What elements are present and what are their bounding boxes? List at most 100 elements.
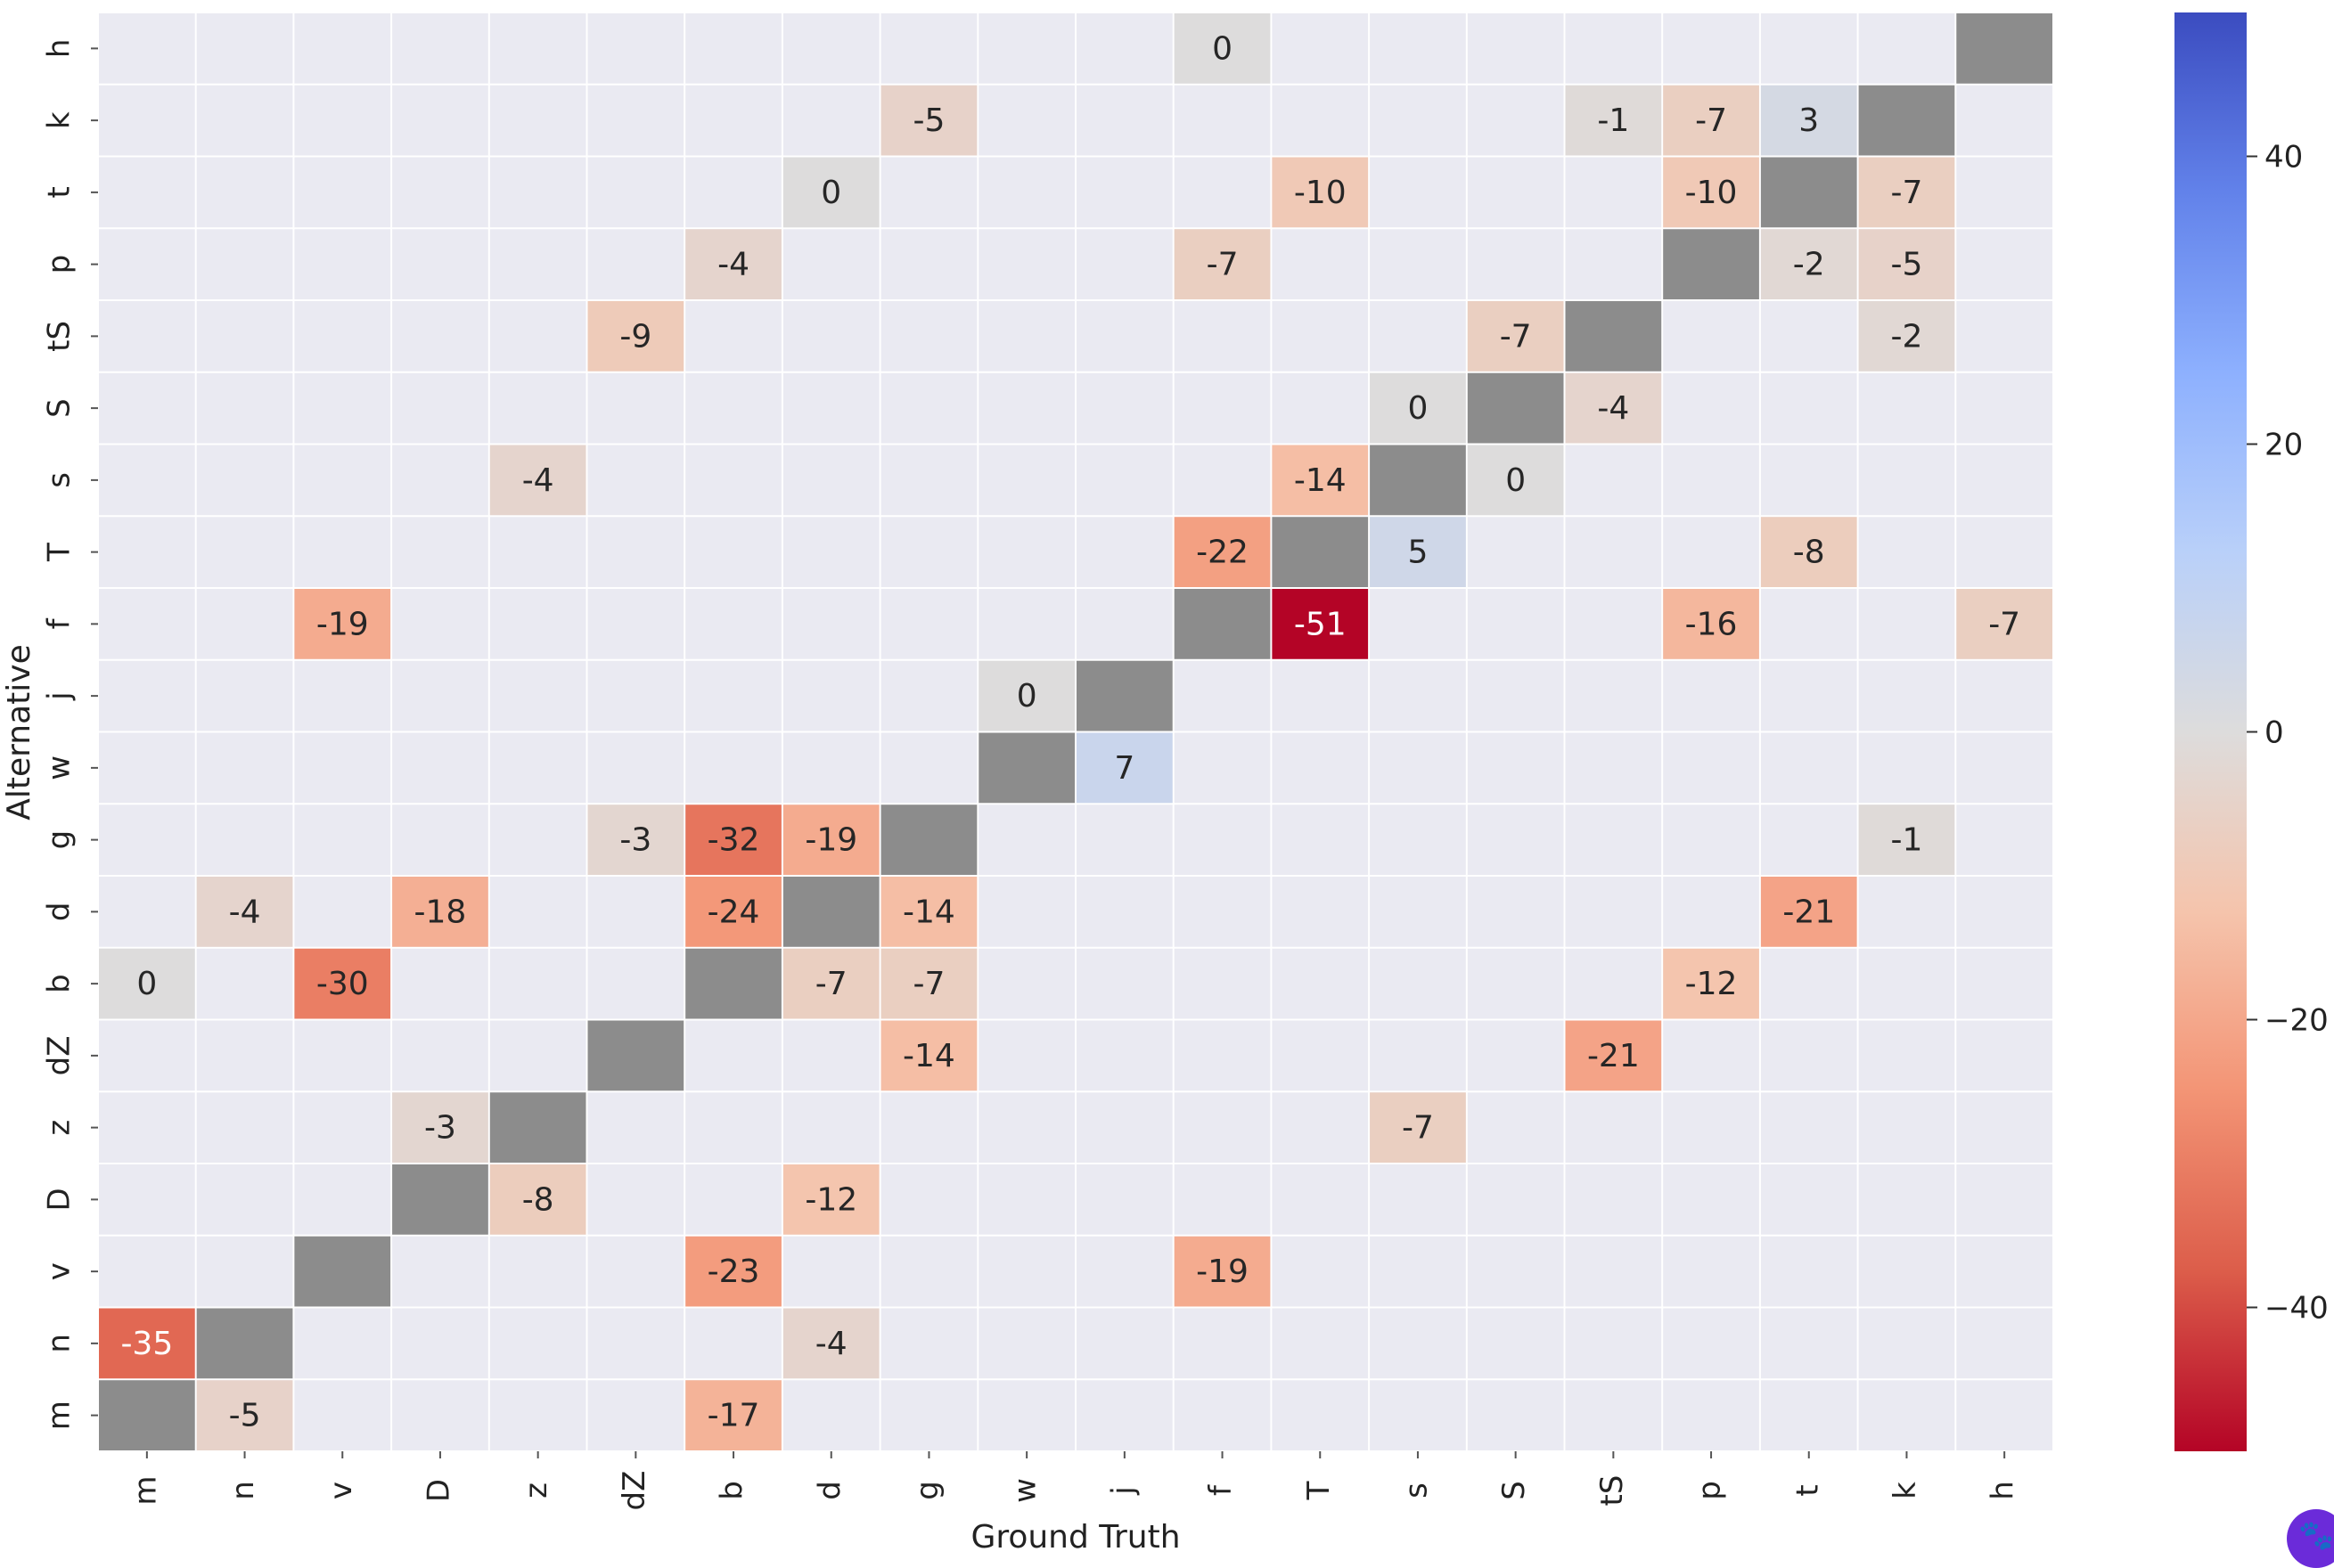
heatmap-cell <box>1663 589 1759 659</box>
x-tick-label: f <box>1203 1484 1239 1496</box>
diagonal-cell <box>1956 13 2052 84</box>
y-tick-label: h <box>42 39 78 59</box>
colorbar-tick-label: 0 <box>2264 715 2284 751</box>
cell-value-label: 0 <box>1407 390 1428 427</box>
cell-value-label: -5 <box>1890 247 1922 283</box>
y-tick-label: k <box>42 111 78 129</box>
heatmap-cell <box>782 804 880 875</box>
heatmap-cell <box>685 877 782 947</box>
y-tick-label: z <box>42 1120 78 1136</box>
cell-value-label: -19 <box>316 606 369 642</box>
cell-value-label: -2 <box>1890 318 1922 355</box>
diagonal-cell <box>294 1236 391 1307</box>
diagonal-cell <box>196 1308 293 1379</box>
y-tick-label: f <box>42 617 78 629</box>
heatmap-cell <box>782 157 880 228</box>
cell-value-label: -7 <box>815 966 848 1002</box>
heatmap-cell <box>99 948 195 1019</box>
heatmap-cell <box>196 877 293 947</box>
y-tick-label: D <box>42 1188 78 1211</box>
heatmap-cell <box>1760 517 1857 587</box>
y-tick-label: d <box>42 902 78 922</box>
diagonal-cell <box>1370 445 1466 516</box>
heatmap-cell <box>880 877 978 947</box>
heatmap-cell <box>685 229 782 299</box>
heatmap-cell <box>587 301 684 372</box>
diagonal-cell <box>1077 660 1173 731</box>
heatmap-cell <box>880 1020 978 1091</box>
paw-icon[interactable]: 🐾 <box>2287 1509 2334 1568</box>
heatmap-cell <box>1077 732 1173 804</box>
cell-value-label: -4 <box>717 247 749 283</box>
y-tick-label: j <box>42 691 78 700</box>
cell-value-label: -8 <box>522 1181 554 1218</box>
x-tick-label: g <box>910 1481 946 1500</box>
x-tick-label: j <box>1105 1486 1141 1495</box>
x-tick-label: D <box>421 1479 456 1502</box>
cell-value-label: -7 <box>1207 247 1239 283</box>
heatmap-cell <box>1760 877 1857 947</box>
y-tick-label: n <box>42 1334 78 1353</box>
cell-value-label: 0 <box>136 966 157 1002</box>
y-tick-label: p <box>42 255 78 274</box>
heatmap-cell <box>294 589 391 659</box>
heatmap-cell <box>587 804 684 875</box>
diagonal-cell <box>782 877 880 947</box>
cell-value-label: 5 <box>1407 535 1428 571</box>
x-tick-label: p <box>1692 1481 1728 1500</box>
x-tick-label: d <box>812 1481 848 1500</box>
y-tick-label: w <box>42 755 78 780</box>
heatmap-cell <box>1663 948 1759 1019</box>
cell-value-label: -4 <box>522 462 554 499</box>
heatmap-cell <box>880 948 978 1019</box>
colorbar-tick-label: −40 <box>2264 1291 2329 1327</box>
x-axis-title: Ground Truth <box>970 1519 1180 1556</box>
cell-value-label: -21 <box>1587 1038 1640 1074</box>
cell-value-label: -9 <box>619 318 651 355</box>
diagonal-cell <box>1272 517 1369 587</box>
heatmap-cell <box>979 660 1075 731</box>
cell-value-label: -30 <box>316 966 369 1002</box>
cell-value-label: -8 <box>1793 535 1825 571</box>
cell-value-label: -19 <box>1196 1254 1249 1290</box>
cell-value-label: -22 <box>1196 535 1249 571</box>
cell-value-label: -5 <box>913 102 945 139</box>
heatmap-cell <box>1370 517 1466 587</box>
y-tick-label: t <box>42 186 78 198</box>
cell-value-label: -12 <box>1685 966 1738 1002</box>
heatmap-cell <box>685 1380 782 1450</box>
y-tick-label: v <box>42 1262 78 1280</box>
cell-value-label: -7 <box>913 966 945 1002</box>
x-tick-label: tS <box>1594 1475 1630 1507</box>
cell-value-label: -10 <box>1685 175 1738 211</box>
heatmap-cell <box>489 445 586 516</box>
x-tick-label: t <box>1789 1484 1825 1496</box>
heatmap-cell <box>685 804 782 875</box>
x-tick-label: dZ <box>617 1471 652 1511</box>
cell-value-label: -4 <box>1597 390 1629 427</box>
heatmap-cell <box>392 1092 488 1163</box>
y-axis-title: Alternative <box>1 644 37 821</box>
diagonal-cell <box>1174 589 1271 659</box>
colorbar-ticks: −40 −20 0 20 40 <box>2247 140 2329 1327</box>
cell-value-label: -24 <box>708 894 760 930</box>
heatmap-cell <box>685 1236 782 1307</box>
x-tick-label: S <box>1496 1481 1532 1500</box>
heatmap-cell <box>1858 301 1955 372</box>
diagonal-cell <box>99 1380 195 1450</box>
diagonal-cell <box>685 948 782 1019</box>
cell-value-label: -18 <box>414 894 467 930</box>
cell-value-label: -3 <box>424 1110 456 1147</box>
cell-value-label: -7 <box>1890 175 1922 211</box>
y-tick-label: dZ <box>42 1035 78 1075</box>
y-tick-label: S <box>42 398 78 418</box>
heatmap-cell <box>880 85 978 156</box>
cell-value-label: 7 <box>1114 750 1134 787</box>
heatmap-cell <box>294 948 391 1019</box>
heatmap-cell <box>392 877 488 947</box>
x-tick-label: h <box>1986 1481 2021 1500</box>
cell-value-label: -14 <box>903 1038 955 1074</box>
cell-value-label: -17 <box>708 1398 760 1434</box>
